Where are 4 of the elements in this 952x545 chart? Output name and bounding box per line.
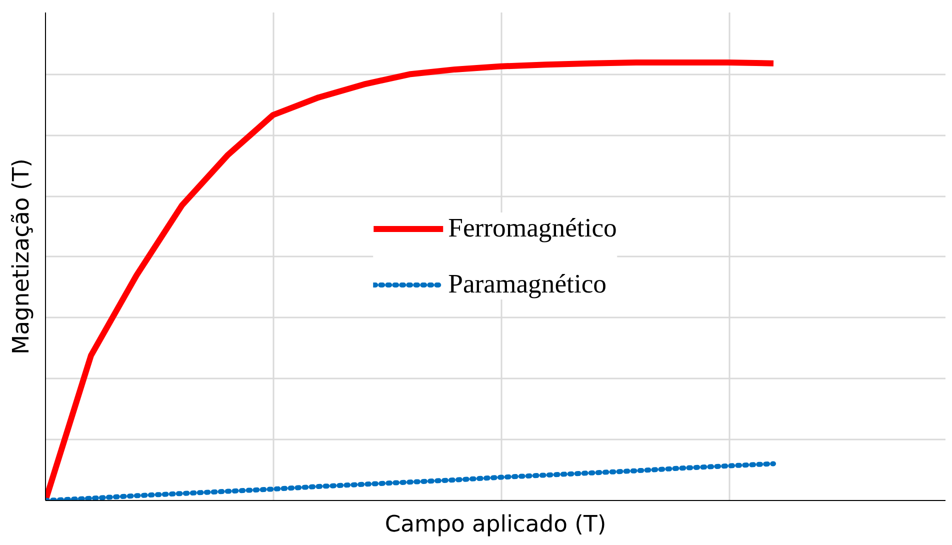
legend-label: Ferromagnético xyxy=(448,212,617,244)
x-axis-title: Campo aplicado (T) xyxy=(384,512,606,538)
legend-label: Paramagnético xyxy=(448,268,607,300)
y-axis-title: Magnetização (T) xyxy=(8,158,34,354)
